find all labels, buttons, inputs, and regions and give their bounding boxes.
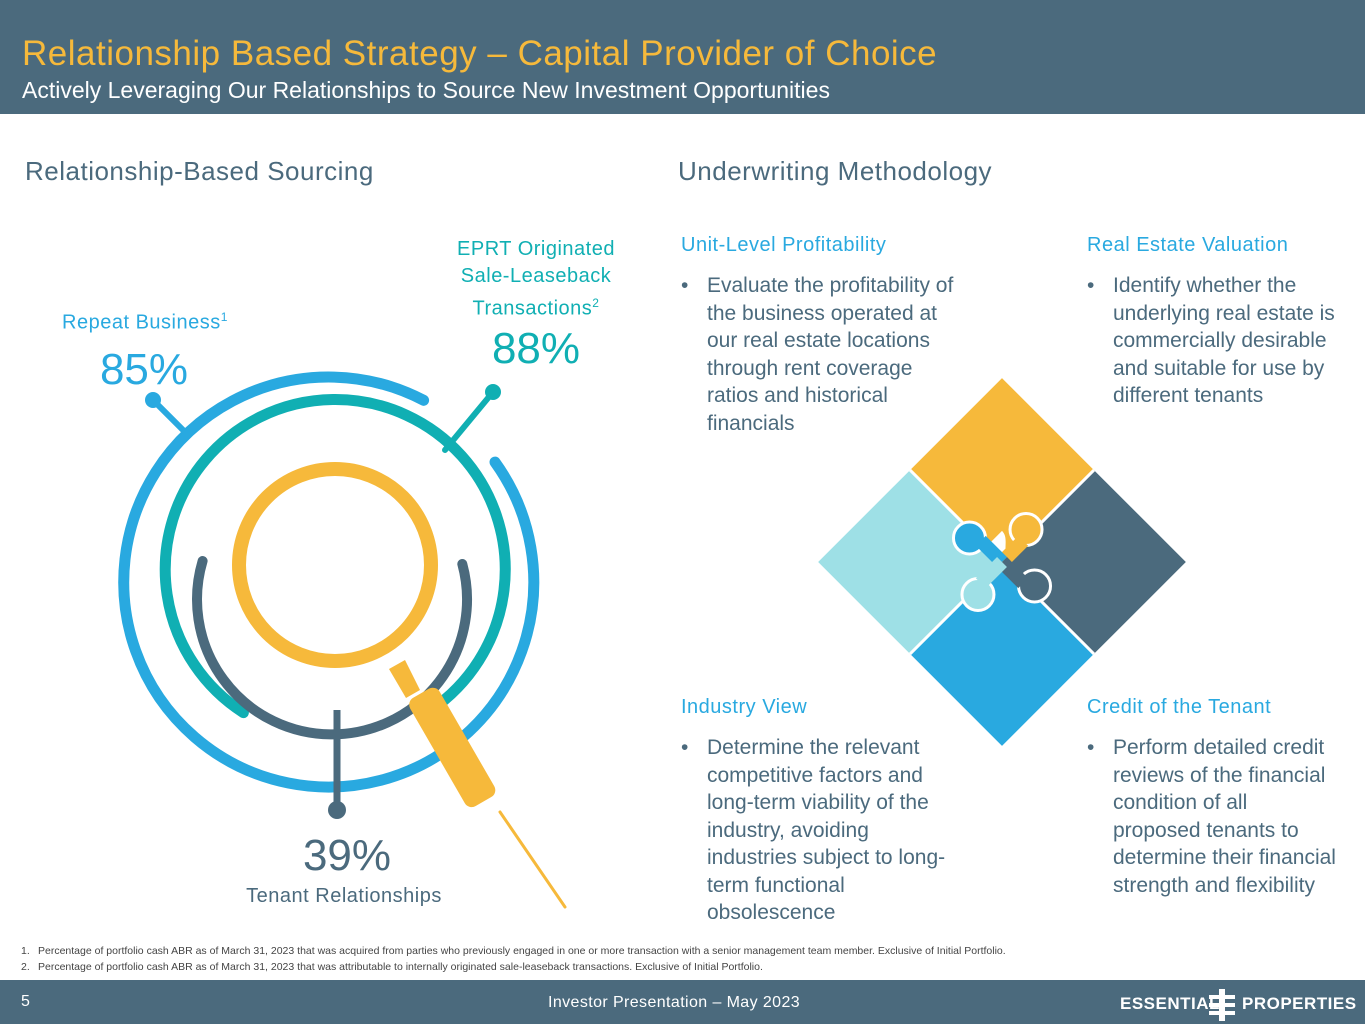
magnifier-handle xyxy=(409,687,496,808)
eprt-dot xyxy=(485,384,501,400)
footnotes: 1. Percentage of portfolio cash ABR as of… xyxy=(21,943,1006,975)
bullet: • xyxy=(681,274,689,297)
left-section-title: Relationship-Based Sourcing xyxy=(25,156,374,186)
card-title-industry: Industry View xyxy=(681,696,808,718)
repeat-business-label: Repeat Business1 xyxy=(30,304,260,337)
footnote-text: Percentage of portfolio cash ABR as of M… xyxy=(38,945,1006,957)
card-text-industry-body: Determine the relevant competitive facto… xyxy=(707,736,946,924)
footer-bar: 5 Investor Presentation – May 2023 ESSEN… xyxy=(0,980,1365,1024)
card-text-unit-level-body: Evaluate the profitability of the busine… xyxy=(707,274,954,435)
bullet: • xyxy=(681,736,689,759)
repeat-connector xyxy=(150,397,191,438)
eprt-value: 88% xyxy=(491,324,581,373)
card-title-unit-level: Unit-Level Profitability xyxy=(681,234,887,256)
inner-arc xyxy=(192,556,472,740)
eprt-label-line-3-text: Transactions xyxy=(472,297,593,320)
footnote-number: 1. xyxy=(21,945,30,957)
magnifier-tail xyxy=(498,810,567,909)
eprt-label-line-1: EPRT Originated xyxy=(457,238,615,260)
footnote-number: 2. xyxy=(21,961,30,973)
card-title-real-estate: Real Estate Valuation xyxy=(1087,234,1289,256)
footnote-2: 2. Percentage of portfolio cash ABR as of… xyxy=(21,959,1006,975)
bullet: • xyxy=(1087,736,1095,759)
eprt-connector xyxy=(442,389,496,453)
card-text-real-estate: • Identify whether the underlying real es… xyxy=(1087,272,1339,410)
repeat-business-value: 85% xyxy=(99,345,189,394)
header-bar: Relationship Based Strategy – Capital Pr… xyxy=(0,0,1365,114)
right-section-title: Underwriting Methodology xyxy=(678,156,993,186)
card-text-credit-body: Perform detailed credit reviews of the f… xyxy=(1113,736,1336,897)
tenant-relationships-value: 39% xyxy=(302,831,392,880)
repeat-dot xyxy=(145,392,161,408)
card-text-unit-level: • Evaluate the profitability of the busin… xyxy=(681,272,957,437)
page-number: 5 xyxy=(21,993,30,1010)
card-text-industry: • Determine the relevant competitive fact… xyxy=(681,734,953,927)
outer-arc xyxy=(118,371,540,793)
footnote-ref-1: 1 xyxy=(220,310,228,324)
card-text-credit: • Perform detailed credit reviews of the … xyxy=(1087,734,1339,899)
eprt-label-line-3: Transactions2 xyxy=(416,290,656,323)
card-text-real-estate-body: Identify whether the underlying real est… xyxy=(1113,274,1335,407)
page-subtitle: Actively Leveraging Our Relationships to… xyxy=(22,77,830,103)
bullet: • xyxy=(1087,274,1095,297)
magnifier-neck xyxy=(389,660,420,698)
eprt-label: EPRT Originated Sale-Leaseback Transacti… xyxy=(416,236,656,323)
footnote-1: 1. Percentage of portfolio cash ABR as of… xyxy=(21,943,1006,959)
repeat-business-label-text: Repeat Business xyxy=(62,311,221,334)
logo-word-right: PROPERTIES xyxy=(1242,994,1357,1013)
footnote-ref-2: 2 xyxy=(592,296,600,310)
magnifier-lens xyxy=(232,462,438,668)
logo-word-left: ESSENTIAL xyxy=(1120,994,1220,1013)
footnote-text: Percentage of portfolio cash ABR as of M… xyxy=(38,961,763,973)
tenant-relationships-label: Tenant Relationships xyxy=(246,885,442,907)
card-title-credit: Credit of the Tenant xyxy=(1087,696,1272,718)
logo-mark-icon xyxy=(1209,989,1235,1021)
eprt-label-line-2: Sale-Leaseback xyxy=(460,265,612,287)
footer-title: Investor Presentation – May 2023 xyxy=(548,994,801,1011)
page-title: Relationship Based Strategy – Capital Pr… xyxy=(22,34,938,73)
middle-arc xyxy=(159,394,511,719)
tenant-dot xyxy=(328,801,346,819)
puzzle-piece-top xyxy=(910,378,1094,568)
